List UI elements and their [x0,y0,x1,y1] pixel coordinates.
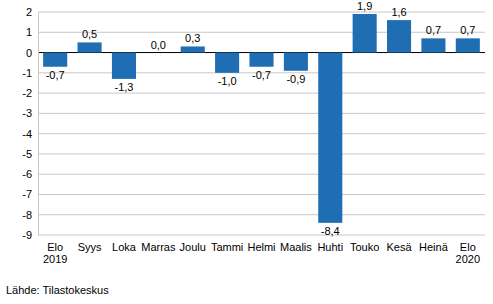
y-axis-line [38,13,39,236]
bars [43,14,480,223]
y-tick-label: -8 [22,209,32,221]
data-labels: -0,7 0,5 -1,3 0,0 0,3 -1,0 -0,7 -0,9 -8,4 1,9 1,6 0… [46,0,476,237]
data-label: 0,7 [426,24,441,36]
data-label: -8,4 [321,225,340,237]
grid-line [38,214,485,215]
grid-line [38,113,485,114]
y-tick: -1 [22,67,38,79]
x-tick-label: Elo2019 [43,241,67,266]
y-tick-label: -7 [22,188,32,200]
data-label: -1,3 [114,81,133,93]
x-tick-label: Huhti [317,241,343,253]
bar [181,46,205,52]
bar [387,20,411,52]
data-label: 0,0 [151,39,166,51]
y-tick: -4 [22,128,38,140]
x-tick-label: Loka [112,241,137,253]
grid-line [38,93,485,94]
y-tick-label: -9 [22,229,32,241]
grid-line [38,32,485,33]
grid-line [38,12,485,13]
x-tick: Helmi [247,235,275,253]
x-tick-label: Heinä [419,241,449,253]
bar [43,53,67,67]
data-label: -0,7 [252,69,271,81]
x-tick: Touko [350,235,379,253]
x-tick: Elo2019 [43,235,67,265]
bar [78,42,102,52]
data-label: -0,9 [286,73,305,85]
bar [353,14,377,53]
grid [38,12,485,235]
y-tick: 0 [26,47,38,59]
y-tick: -8 [22,209,38,221]
y-tick-label: 1 [26,26,32,38]
x-tick-label: Marras [141,241,176,253]
x-tick-label: Maalis [280,241,312,253]
x-tick: Syys [78,235,102,253]
chart: -9 -8 -7 -6 -5 -4 -3 -2 -1 0 1 2 Elo2019 Syys Loka Marr… [0,0,493,304]
x-tick: Huhti [317,235,343,253]
bar [284,53,308,71]
y-tick: 2 [26,6,38,18]
plot: -9 -8 -7 -6 -5 -4 -3 -2 -1 0 1 2 Elo2019 Syys Loka Marr… [22,0,485,265]
data-label: -0,7 [46,69,65,81]
bar [318,53,342,223]
grid-line [38,174,485,175]
y-tick-label: -2 [22,87,32,99]
x-tick-label: Kesä [386,241,412,253]
bar [215,53,239,73]
x-axis: Elo2019 Syys Loka Marras Joulu Tammi Helmi Maal… [43,235,480,265]
bar [112,53,136,79]
y-tick-label: -1 [22,67,32,79]
data-label: 0,7 [460,24,475,36]
x-tick: Kesä [386,235,412,253]
bar [421,38,445,52]
x-tick-label: Syys [78,241,102,253]
x-tick-label: Joulu [180,241,206,253]
bar [249,53,273,67]
y-tick-label: 2 [26,6,32,18]
data-label: 0,5 [82,28,97,40]
grid-line [38,153,485,154]
data-label: 1,9 [357,0,372,12]
data-label: -1,0 [218,75,237,87]
x-tick: Maalis [280,235,312,253]
x-tick-label: Touko [350,241,379,253]
y-tick: -2 [22,87,38,99]
grid-line [38,194,485,195]
y-tick: -3 [22,107,38,119]
grid-line [38,235,485,236]
x-tick-label: Elo2020 [456,241,480,266]
y-tick: -7 [22,188,38,200]
x-tick-label: Tammi [211,241,243,253]
y-tick: -6 [22,168,38,180]
x-tick: Tammi [211,235,243,253]
y-tick: -5 [22,148,38,160]
y-tick-label: -5 [22,148,32,160]
grid-line [38,133,485,134]
x-tick: Marras [141,235,176,253]
y-tick: -9 [22,229,38,241]
x-tick: Loka [112,235,137,253]
y-tick: 1 [26,26,38,38]
y-tick-label: 0 [26,47,32,59]
source: Lähde: Tilastokeskus [6,284,109,296]
x-tick: Joulu [180,235,206,253]
y-tick-label: -4 [22,128,32,140]
bar [456,38,480,52]
y-axis: -9 -8 -7 -6 -5 -4 -3 -2 -1 0 1 2 [22,6,38,241]
x-tick: Heinä [419,235,449,253]
data-label: 0,3 [185,32,200,44]
bar [146,52,170,53]
x-tick: Elo2020 [456,235,480,265]
data-label: 1,6 [391,6,406,18]
y-tick-label: -6 [22,168,32,180]
y-tick-label: -3 [22,107,32,119]
x-tick-label: Helmi [247,241,275,253]
